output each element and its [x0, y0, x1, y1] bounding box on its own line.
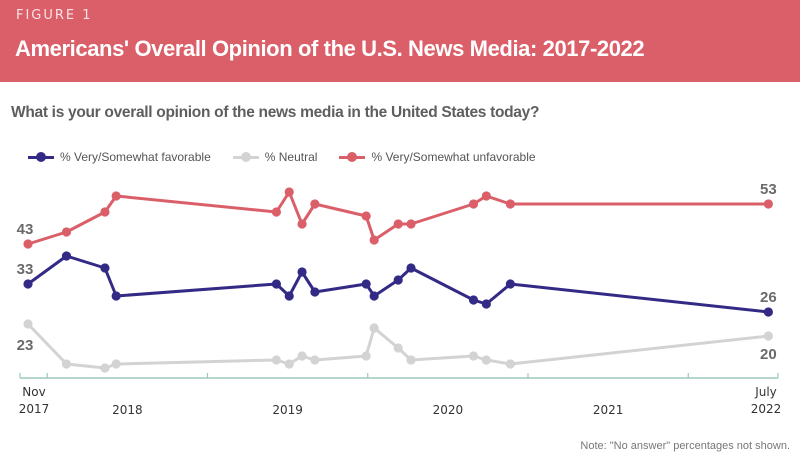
data-point	[271, 279, 282, 289]
end-value-label: 53	[760, 181, 777, 198]
data-point	[361, 211, 371, 221]
data-point	[369, 235, 379, 245]
data-point	[61, 227, 72, 237]
data-point	[361, 279, 371, 289]
data-point	[481, 355, 491, 365]
data-point	[284, 187, 294, 197]
data-point	[505, 279, 515, 289]
data-point	[23, 279, 33, 289]
data-point	[297, 219, 307, 229]
data-point	[271, 355, 282, 365]
data-point	[111, 191, 121, 201]
data-point	[369, 291, 379, 301]
x-tick-label: 2022	[751, 402, 782, 416]
data-point	[100, 363, 110, 373]
data-point	[23, 319, 33, 329]
x-tick-label: 2017	[19, 402, 50, 416]
figure-header: FIGURE 1 Americans' Overall Opinion of t…	[0, 0, 800, 82]
data-point	[393, 343, 403, 353]
data-point	[111, 291, 121, 301]
legend-label-favorable: % Very/Somewhat favorable	[60, 150, 211, 164]
data-point	[763, 199, 773, 209]
data-point	[100, 207, 110, 217]
chart-note: Note: "No answer" percentages not shown.	[580, 440, 790, 452]
data-point	[763, 307, 773, 317]
data-point	[284, 291, 294, 301]
data-point	[393, 219, 403, 229]
start-value-label: 33	[17, 261, 34, 278]
figure-label: FIGURE 1	[16, 8, 93, 23]
end-value-label: 20	[760, 346, 777, 363]
data-point	[505, 359, 515, 369]
chart-subtitle: What is your overall opinion of the news…	[11, 104, 540, 121]
series-line	[27, 190, 769, 246]
legend-item-unfavorable: % Very/Somewhat unfavorable	[339, 150, 536, 164]
data-point	[505, 199, 515, 209]
data-point	[284, 359, 294, 369]
series-very-somewhat-favorable	[23, 251, 773, 317]
data-point	[310, 199, 320, 209]
legend-item-neutral: % Neutral	[232, 150, 318, 164]
legend-swatch-favorable	[28, 152, 54, 162]
data-point	[361, 351, 371, 361]
series-layer	[23, 187, 773, 373]
data-point	[310, 287, 320, 297]
legend-swatch-unfavorable	[339, 152, 366, 162]
legend-label-unfavorable: % Very/Somewhat unfavorable	[371, 150, 536, 164]
data-labels: 33 26 23 20 43 53	[17, 181, 777, 363]
legend: % Very/Somewhat favorable % Neutral % Ve…	[28, 147, 558, 167]
data-point	[406, 263, 416, 273]
data-point	[481, 191, 491, 201]
data-point	[481, 299, 491, 309]
x-tick-label: July	[754, 385, 777, 399]
data-point	[111, 359, 121, 369]
start-value-label: 23	[17, 337, 34, 354]
data-point	[468, 199, 479, 209]
x-axis: Nov 2017 2018 2019 2020 2021 July 2022	[19, 373, 782, 417]
series-very-somewhat-unfavorable	[23, 187, 773, 249]
data-point	[61, 251, 72, 261]
data-point	[406, 355, 416, 365]
data-point	[468, 295, 479, 305]
legend-label-neutral: % Neutral	[264, 150, 318, 164]
data-point	[271, 207, 282, 217]
data-point	[61, 359, 72, 369]
x-tick-label: Nov	[22, 385, 45, 399]
x-tick-label: 2018	[112, 403, 143, 417]
legend-item-favorable: % Very/Somewhat favorable	[28, 150, 211, 164]
series-line	[27, 254, 769, 314]
x-tick-label: 2021	[593, 403, 624, 417]
data-point	[468, 351, 479, 361]
data-point	[297, 267, 307, 277]
start-value-label: 43	[17, 221, 34, 238]
end-value-label: 26	[760, 289, 777, 306]
series-line	[26, 322, 769, 370]
data-point	[406, 219, 416, 229]
data-point	[297, 351, 307, 361]
x-tick-label: 2020	[433, 403, 464, 417]
data-point	[100, 263, 110, 273]
data-point	[23, 239, 33, 249]
line-chart: Nov 2017 2018 2019 2020 2021 July 2022 33 26 23 20…	[17, 181, 782, 417]
data-point	[369, 323, 379, 333]
data-point	[393, 275, 403, 285]
legend-swatch-neutral	[232, 152, 259, 162]
data-point	[763, 331, 773, 341]
series-neutral	[23, 319, 773, 373]
chart-title: Americans' Overall Opinion of the U.S. N…	[15, 36, 645, 61]
data-point	[310, 355, 320, 365]
x-tick-label: 2019	[272, 403, 303, 417]
